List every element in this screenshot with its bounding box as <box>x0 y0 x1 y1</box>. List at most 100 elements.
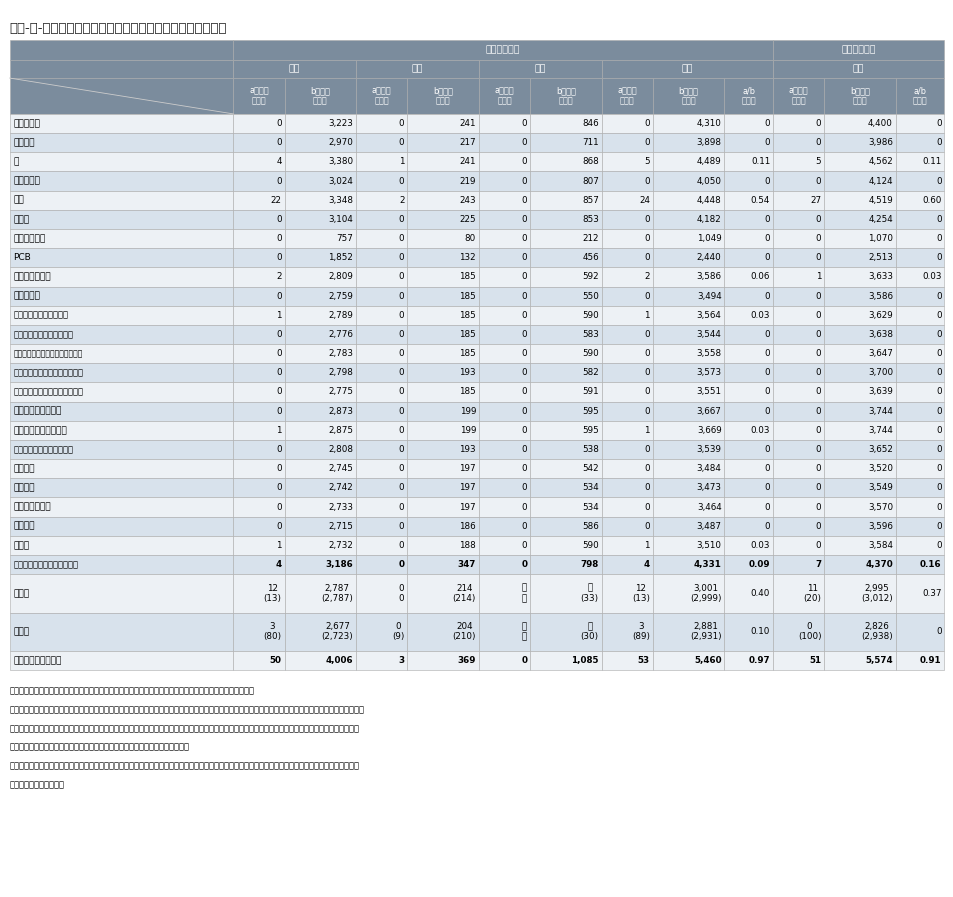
Text: a/b
（％）: a/b （％） <box>740 86 756 106</box>
Text: －
－: － － <box>521 622 527 641</box>
Text: b：調査
地点数: b：調査 地点数 <box>433 86 453 106</box>
Text: 3,586: 3,586 <box>867 292 892 300</box>
Text: 0: 0 <box>643 349 649 358</box>
Text: 1: 1 <box>644 541 649 550</box>
Text: 2,677
(2,723): 2,677 (2,723) <box>321 622 353 641</box>
Text: 河川: 河川 <box>289 65 300 74</box>
Text: シマジン: シマジン <box>13 483 35 492</box>
Text: 0.03: 0.03 <box>750 426 769 435</box>
Text: 53: 53 <box>638 656 649 665</box>
Text: 四塩化炭素: 四塩化炭素 <box>13 292 40 300</box>
Text: 853: 853 <box>581 215 598 224</box>
Text: 4,124: 4,124 <box>867 177 892 186</box>
Text: 表２-１-２　健康項目の環境基準達成状況（平成２０年度）: 表２-１-２ 健康項目の環境基準達成状況（平成２０年度） <box>10 22 227 34</box>
Text: 0: 0 <box>521 119 527 128</box>
Text: 534: 534 <box>581 483 598 492</box>
Text: １，１，２－トリクロロエタン: １，１，２－トリクロロエタン <box>13 388 83 396</box>
Text: 3,539: 3,539 <box>696 445 720 454</box>
Text: 0: 0 <box>398 349 404 358</box>
Text: 225: 225 <box>459 215 476 224</box>
Text: 3,744: 3,744 <box>867 426 892 435</box>
Text: 3,652: 3,652 <box>867 445 892 454</box>
Text: 2,783: 2,783 <box>328 349 353 358</box>
Text: 4,519: 4,519 <box>867 196 892 205</box>
Text: 3,669: 3,669 <box>696 426 720 435</box>
Text: 0: 0 <box>521 388 527 396</box>
Text: 0: 0 <box>935 388 941 396</box>
Text: 2,826
(2,938): 2,826 (2,938) <box>861 622 892 641</box>
Text: テトラクロロエチレン: テトラクロロエチレン <box>13 426 67 435</box>
Text: 0: 0 <box>521 502 527 511</box>
Text: 3,638: 3,638 <box>867 330 892 339</box>
Text: 3,024: 3,024 <box>328 177 353 186</box>
Text: カドミウム: カドミウム <box>13 119 40 128</box>
Text: セレン: セレン <box>13 541 30 550</box>
Text: シス－１，２－ジクロロエチレン: シス－１，２－ジクロロエチレン <box>13 349 83 358</box>
Text: 0: 0 <box>643 177 649 186</box>
Text: 868: 868 <box>581 157 598 166</box>
Text: ２）ふっ素及びほう素の環境基準は、海域には適用されない。海域の３項目に係る海域の測定地点数は、（　）内に参考までに記載したが、環境基準の評: ２）ふっ素及びほう素の環境基準は、海域には適用されない。海域の３項目に係る海域の… <box>10 705 364 714</box>
Text: 0.03: 0.03 <box>922 273 941 282</box>
Text: 197: 197 <box>459 502 476 511</box>
Text: 0: 0 <box>935 119 941 128</box>
Text: １，１－ジクロロエチレン: １，１－ジクロロエチレン <box>13 330 73 339</box>
Text: 0: 0 <box>643 330 649 339</box>
Text: 798: 798 <box>580 560 598 569</box>
Text: 3,596: 3,596 <box>867 522 892 531</box>
Text: 185: 185 <box>458 292 476 300</box>
Text: 注：１）硝酸性窒素及び亜硝酸性窒素、ふっ素ならびにほう素は平成１１年度から全国的に水質測定を開始。: 注：１）硝酸性窒素及び亜硝酸性窒素、ふっ素ならびにほう素は平成１１年度から全国的… <box>10 686 254 695</box>
Text: 0: 0 <box>521 215 527 224</box>
Text: 0.97: 0.97 <box>748 656 769 665</box>
Text: 0: 0 <box>398 369 404 378</box>
Text: 807: 807 <box>581 177 598 186</box>
Text: 2: 2 <box>275 273 281 282</box>
Text: 0
(9): 0 (9) <box>392 622 404 641</box>
Text: 185: 185 <box>458 388 476 396</box>
Text: 0: 0 <box>521 522 527 531</box>
Text: トリクロロエチレン: トリクロロエチレン <box>13 406 62 415</box>
Text: 3,223: 3,223 <box>328 119 353 128</box>
Text: 0: 0 <box>521 253 527 262</box>
Text: 0.54: 0.54 <box>750 196 769 205</box>
Text: 197: 197 <box>459 483 476 492</box>
Text: ほう素: ほう素 <box>13 627 30 636</box>
Text: 132: 132 <box>459 253 476 262</box>
Text: 0: 0 <box>643 369 649 378</box>
Text: 0: 0 <box>763 253 769 262</box>
Text: 硝酸性窒素及び亜硝酸性窒素: 硝酸性窒素及び亜硝酸性窒素 <box>13 560 78 569</box>
Text: 0: 0 <box>935 177 941 186</box>
Text: 0: 0 <box>398 215 404 224</box>
Text: 0: 0 <box>521 234 527 243</box>
Text: １，１，１－トリクロロエタン: １，１，１－トリクロロエタン <box>13 369 83 378</box>
Text: 50: 50 <box>270 656 281 665</box>
Text: 199: 199 <box>459 406 476 415</box>
Text: 2,808: 2,808 <box>328 445 353 454</box>
Text: 0: 0 <box>398 119 404 128</box>
Text: 0: 0 <box>398 273 404 282</box>
Text: 591: 591 <box>581 388 598 396</box>
Text: して集計した。: して集計した。 <box>10 780 65 789</box>
Text: 204
(210): 204 (210) <box>452 622 476 641</box>
Text: 3,639: 3,639 <box>867 388 892 396</box>
Text: 212: 212 <box>581 234 598 243</box>
Text: a：超過
地点数: a：超過 地点数 <box>249 86 269 106</box>
Text: 0: 0 <box>275 369 281 378</box>
Text: 0: 0 <box>521 330 527 339</box>
Text: 0: 0 <box>935 483 941 492</box>
Text: 0: 0 <box>398 502 404 511</box>
Text: 2,759: 2,759 <box>328 292 353 300</box>
Text: 3,520: 3,520 <box>867 465 892 474</box>
Text: 0: 0 <box>763 483 769 492</box>
Text: 0: 0 <box>815 388 821 396</box>
Text: 3,629: 3,629 <box>867 310 892 319</box>
Text: a：超過
地点数: a：超過 地点数 <box>617 86 637 106</box>
Text: 0.91: 0.91 <box>919 656 941 665</box>
Text: 3,544: 3,544 <box>696 330 720 339</box>
Text: 197: 197 <box>459 465 476 474</box>
Text: 3,464: 3,464 <box>696 502 720 511</box>
Text: ジクロロメタン: ジクロロメタン <box>13 273 51 282</box>
Text: 5,460: 5,460 <box>693 656 720 665</box>
Text: 0: 0 <box>275 215 281 224</box>
Text: 0: 0 <box>643 406 649 415</box>
Text: 3,484: 3,484 <box>696 465 720 474</box>
